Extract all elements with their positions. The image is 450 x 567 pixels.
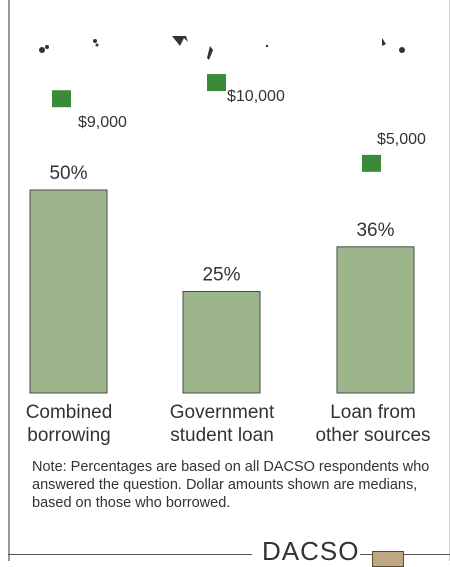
- frame-left-border: [8, 0, 10, 561]
- dacso-logo-text: DACSO: [262, 536, 360, 566]
- bar-value-label-2: 25%: [202, 265, 240, 286]
- median-value-label-1: $9,000: [78, 114, 127, 131]
- footnote: Note: Percentages are based on all DACSO…: [32, 459, 430, 511]
- category-label-line: borrowing: [27, 425, 111, 446]
- median-marker-3: [362, 154, 381, 172]
- median-value-label-2: $10,000: [227, 88, 285, 105]
- bar-chart: 50% 25% 36% $9,000 $10,000 $5,000: [29, 74, 426, 394]
- bar-3: [336, 246, 415, 394]
- median-marker-2: [207, 74, 226, 92]
- category-label-government: Government student loan: [152, 401, 292, 447]
- bar-value-label-1: 50%: [49, 163, 87, 184]
- category-label-line: other sources: [315, 425, 431, 446]
- category-label-combined: Combined borrowing: [0, 401, 139, 447]
- illegible-header-marks: [39, 36, 405, 60]
- median-value-label-3: $5,000: [377, 131, 426, 148]
- bar-2: [182, 291, 261, 394]
- frame-bottom-border-right: [360, 554, 450, 555]
- dacso-logo-box: [372, 551, 404, 567]
- category-label-line: student loan: [170, 425, 274, 446]
- bar-value-label-3: 36%: [356, 220, 394, 241]
- median-marker-1: [52, 90, 71, 108]
- frame-bottom-border: [8, 554, 252, 555]
- bar-1: [29, 189, 108, 394]
- category-label-other: Loan from other sources: [303, 401, 443, 447]
- category-label-line: Government: [169, 402, 275, 423]
- category-label-line: Combined: [25, 402, 113, 423]
- category-label-line: Loan from: [330, 402, 416, 423]
